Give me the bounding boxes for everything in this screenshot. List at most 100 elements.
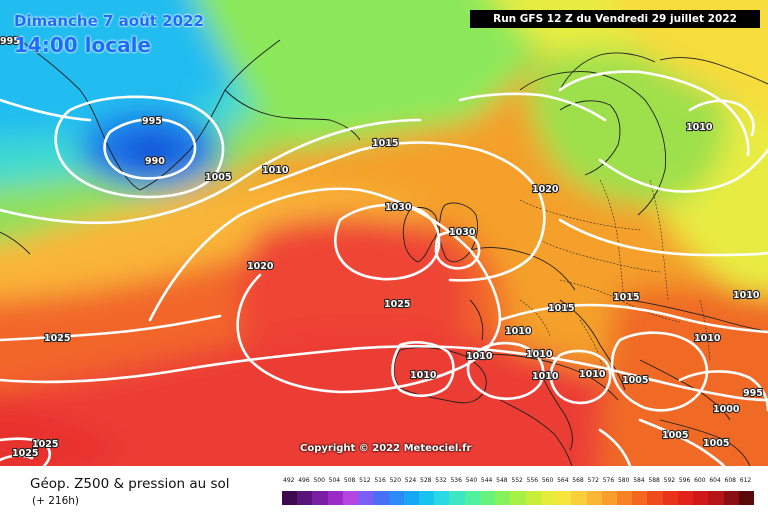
scale-label: 552 — [511, 477, 523, 484]
forecast-date: Dimanche 7 août 2022 — [14, 12, 204, 30]
geopotential-field — [0, 0, 768, 466]
scale-swatch — [556, 491, 572, 505]
isobar-label: 1010 — [579, 369, 606, 380]
scale-label: 612 — [739, 477, 752, 484]
isobar-label: 1025 — [384, 299, 410, 310]
scale-label: 608 — [724, 477, 736, 484]
scale-swatch — [723, 491, 740, 505]
isobar-label: 1025 — [12, 448, 38, 459]
isobar-label: 1025 — [44, 333, 70, 344]
isobar-label: 1020 — [532, 184, 559, 195]
scale-swatch — [708, 491, 725, 505]
isobar-label: 1010 — [733, 290, 760, 301]
isobar-label: 1010 — [466, 351, 493, 362]
isobar-label: 1010 — [262, 165, 289, 176]
scale-label: 556 — [526, 477, 539, 484]
scale-swatch — [495, 491, 511, 505]
isobar-label: 1015 — [372, 138, 398, 149]
isobar-label: 1005 — [205, 172, 231, 183]
scale-swatch — [342, 491, 359, 505]
scale-swatch — [571, 491, 587, 505]
isobar-label: 1000 — [713, 404, 740, 415]
forecast-time: 14:00 locale — [14, 33, 151, 57]
scale-swatch — [616, 491, 633, 505]
scale-label: 492 — [283, 477, 295, 484]
scale-label: 588 — [648, 477, 660, 484]
scale-label: 536 — [450, 477, 462, 484]
scale-swatch — [388, 491, 405, 505]
scale-swatch — [662, 491, 679, 505]
scale-swatch — [282, 491, 298, 505]
scale-label: 576 — [602, 477, 615, 484]
scale-label: 540 — [465, 477, 478, 484]
scale-label: 496 — [298, 477, 310, 484]
isobar-label: 990 — [145, 156, 165, 167]
scale-label: 584 — [633, 477, 645, 484]
isobar-label: 1010 — [505, 326, 532, 337]
isobar-label: 1005 — [622, 375, 648, 386]
scale-swatch — [434, 491, 450, 505]
scale-label: 528 — [420, 477, 432, 484]
legend-title: Géop. Z500 & pression au sol — [30, 476, 230, 492]
scale-swatch — [312, 491, 329, 505]
scale-label: 520 — [389, 477, 402, 484]
scale-label: 508 — [343, 477, 356, 484]
scale-label: 500 — [313, 477, 325, 484]
isobar-label: 1010 — [532, 371, 559, 382]
isobar-labels: 995 995 990 1005 1010 1015 1020 1010 103… — [0, 35, 764, 460]
scale-swatch — [738, 491, 755, 505]
scale-swatch — [464, 491, 481, 505]
scale-swatch — [632, 491, 648, 505]
legend-bar: Géop. Z500 & pression au sol (+ 216h) 49… — [0, 466, 768, 512]
scale-label: 504 — [328, 477, 341, 484]
isobar-label: 1005 — [703, 438, 729, 449]
scale-swatch — [693, 491, 709, 505]
isobar-label: 1010 — [694, 333, 721, 344]
isobar-label: 1010 — [410, 370, 437, 381]
scale-label: 580 — [617, 477, 630, 484]
scale-swatch — [358, 491, 374, 505]
scale-label: 564 — [557, 477, 569, 484]
scale-swatch — [586, 491, 603, 505]
scale-swatch — [419, 491, 435, 505]
copyright: Copyright © 2022 Meteociel.fr — [300, 443, 472, 454]
isobar-label: 995 — [743, 388, 763, 399]
isobar-label: 1010 — [526, 349, 553, 360]
scale-swatch — [449, 491, 466, 505]
isobar-label: 1005 — [662, 430, 688, 441]
scale-label: 544 — [480, 477, 493, 484]
scale-swatch — [403, 491, 420, 505]
isobar-label: 1020 — [247, 261, 274, 272]
legend-subtitle: (+ 216h) — [32, 495, 80, 507]
color-scale: 492 496 500 504 508 512 516 520 524 528 532 536 540 5… — [282, 477, 755, 507]
scale-swatch — [677, 491, 694, 505]
run-info: Run GFS 12 Z du Vendredi 29 juillet 2022 — [470, 10, 760, 28]
scale-label: 568 — [572, 477, 584, 484]
isobar-label: 1025 — [32, 439, 58, 450]
isobar-label: 995 — [142, 116, 162, 127]
isobar-label: 995 — [0, 36, 20, 47]
scale-label: 572 — [587, 477, 599, 484]
scale-label: 548 — [496, 477, 508, 484]
scale-label: 600 — [694, 477, 706, 484]
pressure-map: 995 995 990 1005 1010 1015 1020 1010 103… — [0, 0, 768, 466]
scale-label: 604 — [709, 477, 721, 484]
scale-swatch — [479, 491, 496, 505]
scale-swatch — [297, 491, 313, 505]
scale-swatch — [373, 491, 390, 505]
scale-swatch — [540, 491, 557, 505]
isobar-label: 1010 — [686, 122, 713, 133]
isobar-label: 1015 — [548, 303, 574, 314]
scale-label: 516 — [374, 477, 386, 484]
isobars — [0, 70, 768, 466]
borders — [519, 179, 711, 366]
scale-label: 596 — [678, 477, 691, 484]
scale-label: 532 — [435, 477, 447, 484]
scale-label: 560 — [541, 477, 554, 484]
scale-swatch — [647, 491, 664, 505]
scale-label: 592 — [663, 477, 676, 484]
scale-swatch — [601, 491, 618, 505]
scale-swatch — [327, 491, 344, 505]
scale-label: 524 — [404, 477, 417, 484]
